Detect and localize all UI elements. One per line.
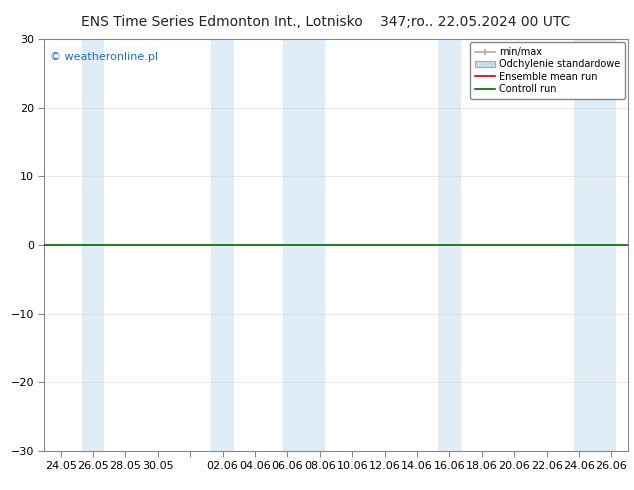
Bar bbox=[82, 39, 105, 451]
Bar bbox=[574, 39, 616, 451]
Text: ENS Time Series Edmonton Int., Lotnisko: ENS Time Series Edmonton Int., Lotnisko bbox=[81, 15, 363, 29]
Bar bbox=[438, 39, 461, 451]
Bar bbox=[283, 39, 325, 451]
Legend: min/max, Odchylenie standardowe, Ensemble mean run, Controll run: min/max, Odchylenie standardowe, Ensembl… bbox=[470, 42, 624, 99]
Text: 347;ro.. 22.05.2024 00 UTC: 347;ro.. 22.05.2024 00 UTC bbox=[380, 15, 571, 29]
Text: © weatheronline.pl: © weatheronline.pl bbox=[50, 51, 158, 62]
Bar bbox=[211, 39, 234, 451]
